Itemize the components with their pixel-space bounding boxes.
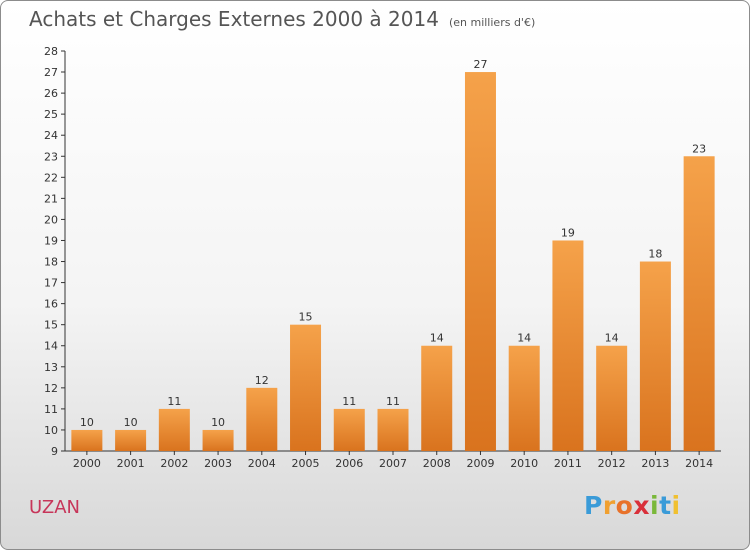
bar [377,408,409,451]
logo-letter: P [584,491,603,520]
bar-value-label: 14 [430,332,444,345]
x-tick-label: 2003 [204,457,232,470]
bar-value-label: 11 [167,395,181,408]
bar [333,408,365,451]
y-tick-label: 20 [44,213,58,226]
y-tick-label: 27 [44,66,58,79]
y-tick-label: 23 [44,150,58,163]
bar-value-label: 12 [255,374,269,387]
chart-unit: (en milliers d'€) [448,16,536,29]
logo-letter: r [602,491,616,520]
x-tick-label: 2005 [292,457,320,470]
y-tick-label: 10 [44,424,58,437]
town-name: UZAN [29,497,80,518]
x-tick-label: 2000 [73,457,101,470]
bar [290,324,322,451]
y-tick-label: 13 [44,361,58,374]
bar [158,408,190,451]
bar [639,261,671,451]
x-tick-label: 2010 [510,457,538,470]
y-tick-label: 9 [51,445,58,458]
y-tick-label: 21 [44,192,58,205]
logo-letter: x [633,491,650,520]
x-tick-label: 2002 [160,457,188,470]
y-tick-label: 24 [44,129,58,142]
y-tick-label: 25 [44,108,58,121]
x-tick-label: 2001 [117,457,145,470]
bar [552,240,584,451]
bar [596,345,628,451]
bar [683,156,715,451]
x-tick-label: 2004 [248,457,276,470]
logo-letter: t [659,491,672,520]
logo-letter: o [615,491,634,520]
x-tick-label: 2012 [598,457,626,470]
y-tick-label: 18 [44,256,58,269]
x-tick-label: 2006 [335,457,363,470]
bar-value-label: 11 [386,395,400,408]
bar [246,387,278,451]
bar-value-label: 10 [124,416,138,429]
y-tick-label: 14 [44,340,58,353]
bar [421,345,453,451]
bar-value-label: 14 [517,332,531,345]
y-tick-label: 26 [44,87,58,100]
bar [115,429,147,451]
x-tick-label: 2007 [379,457,407,470]
y-tick-label: 17 [44,277,58,290]
bar-value-label: 23 [692,142,706,155]
bar [508,345,540,451]
bar [202,429,234,451]
x-tick-label: 2009 [466,457,494,470]
logo-letter: i [671,491,681,520]
y-tick-label: 15 [44,319,58,332]
bar-value-label: 15 [299,311,313,324]
y-tick-label: 19 [44,234,58,247]
y-tick-label: 11 [44,403,58,416]
logo-letter: i [650,491,660,520]
y-tick-label: 12 [44,382,58,395]
bar-value-label: 27 [473,58,487,71]
proxiti-logo: Proxiti [584,491,681,520]
x-tick-label: 2014 [685,457,713,470]
y-tick-label: 28 [44,45,58,58]
bar-value-label: 10 [211,416,225,429]
x-tick-label: 2011 [554,457,582,470]
bar-value-label: 18 [648,248,662,261]
y-tick-label: 22 [44,171,58,184]
bar [464,72,496,451]
bar-value-label: 19 [561,226,575,239]
x-tick-label: 2008 [423,457,451,470]
bar [71,429,103,451]
bar-value-label: 14 [605,332,619,345]
bar-value-label: 11 [342,395,356,408]
chart-title: Achats et Charges Externes 2000 à 2014 (e… [29,7,535,31]
y-tick-label: 16 [44,298,58,311]
bar-value-label: 10 [80,416,94,429]
x-tick-label: 2013 [641,457,669,470]
chart-title-text: Achats et Charges Externes 2000 à 2014 [29,7,439,31]
